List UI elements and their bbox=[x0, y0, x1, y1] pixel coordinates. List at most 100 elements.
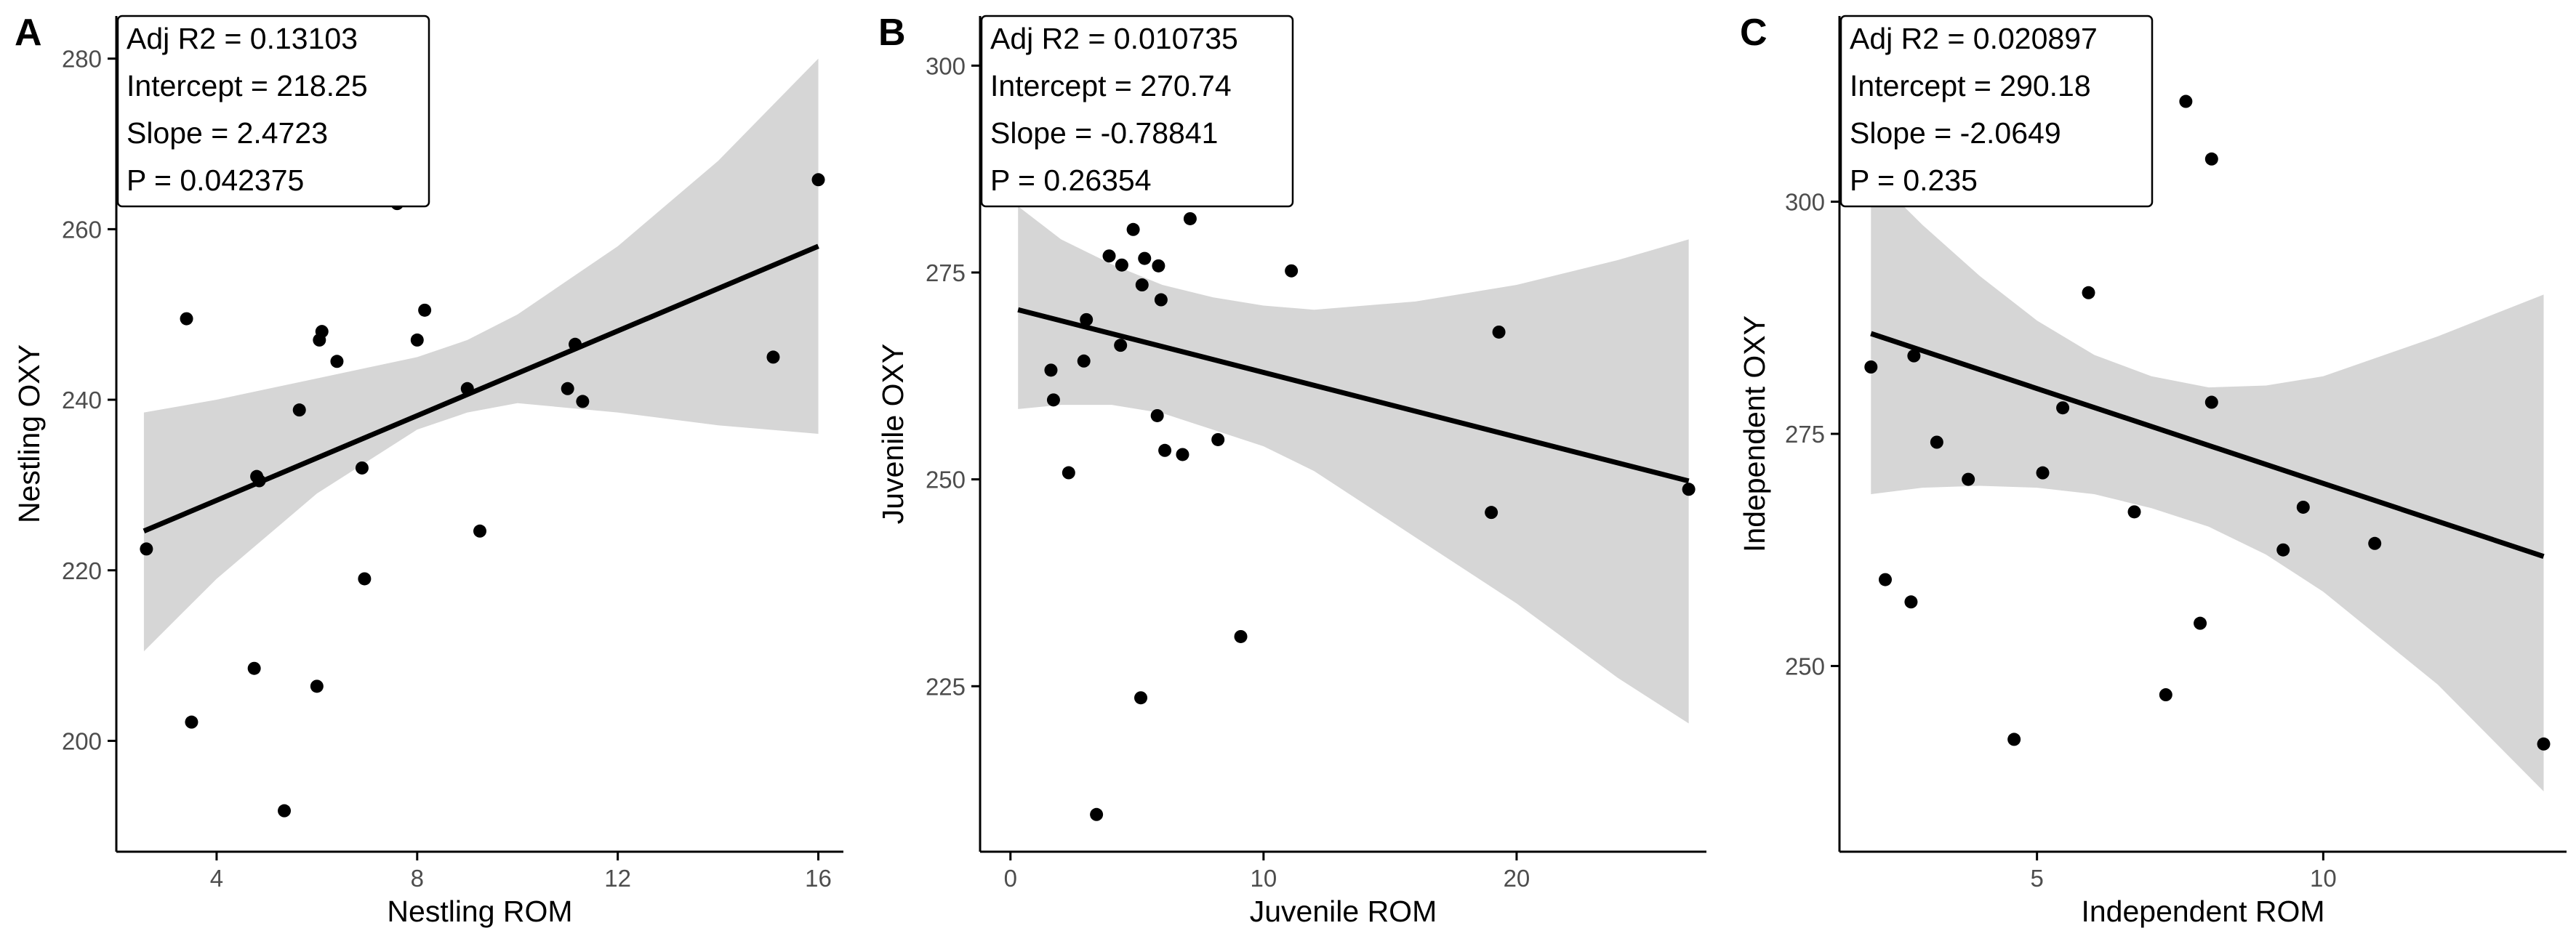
y-axis-title: Nestling OXY bbox=[12, 344, 46, 523]
stats-box bbox=[1839, 15, 2154, 208]
data-point bbox=[140, 542, 153, 556]
stats-line: P = 0.26354 bbox=[990, 164, 1152, 197]
stats-box bbox=[116, 15, 430, 208]
y-tick-label: 280 bbox=[62, 46, 102, 73]
data-point bbox=[811, 173, 825, 187]
x-tick-label: 12 bbox=[604, 865, 631, 892]
y-tick-label: 275 bbox=[1785, 421, 1825, 448]
x-tick-label: 0 bbox=[1004, 865, 1017, 892]
data-point bbox=[2159, 688, 2172, 702]
data-point bbox=[1176, 448, 1189, 461]
confidence-band bbox=[143, 58, 819, 652]
data-point bbox=[1183, 211, 1197, 225]
data-point bbox=[473, 524, 486, 538]
data-point bbox=[1102, 249, 1116, 263]
data-point bbox=[355, 461, 369, 475]
data-point bbox=[1115, 258, 1128, 272]
x-tick-label: 8 bbox=[411, 865, 424, 892]
stats-line: Slope = -0.78841 bbox=[990, 116, 1218, 150]
stats-line: Slope = -2.0649 bbox=[1850, 116, 2061, 150]
y-tick-label: 240 bbox=[62, 387, 102, 413]
data-point bbox=[1080, 312, 1094, 326]
stats-line: Adj R2 = 0.13103 bbox=[127, 22, 358, 55]
data-point bbox=[1046, 393, 1060, 407]
data-point bbox=[1907, 349, 1921, 363]
data-point bbox=[418, 303, 432, 317]
data-point bbox=[1930, 435, 1943, 449]
y-tick-label: 220 bbox=[62, 557, 102, 584]
panel-a: 4 8 12 16 200 220 240 260 280 Nestling ROM Nestlin… bbox=[12, 12, 843, 928]
y-tick-label: 200 bbox=[62, 727, 102, 754]
data-point bbox=[1134, 691, 1148, 705]
data-point bbox=[2179, 94, 2193, 108]
data-point bbox=[1878, 573, 1892, 586]
x-tick-label: 10 bbox=[1250, 865, 1277, 892]
data-point bbox=[561, 382, 574, 395]
data-point bbox=[1904, 595, 1918, 609]
x-tick-label: 10 bbox=[2310, 865, 2337, 892]
data-point bbox=[2204, 395, 2218, 409]
x-axis-title: Independent ROM bbox=[2081, 895, 2324, 928]
data-point bbox=[576, 395, 590, 408]
stats-line: Intercept = 270.74 bbox=[990, 69, 1232, 102]
panel-letter: B bbox=[878, 12, 906, 54]
data-point bbox=[292, 403, 306, 417]
stats-box bbox=[980, 15, 1294, 208]
y-tick-label: 300 bbox=[1785, 189, 1825, 216]
data-point bbox=[410, 333, 424, 347]
data-point bbox=[185, 715, 198, 729]
y-tick-label: 300 bbox=[926, 52, 966, 79]
data-point bbox=[1152, 259, 1165, 273]
confidence-band bbox=[1018, 206, 1689, 724]
data-point bbox=[766, 350, 780, 364]
data-point bbox=[1138, 251, 1152, 265]
data-point bbox=[2082, 286, 2095, 299]
x-axis-title: Nestling ROM bbox=[387, 895, 572, 928]
data-point bbox=[1044, 363, 1058, 377]
data-point bbox=[278, 804, 292, 818]
y-tick-label: 250 bbox=[1785, 653, 1825, 679]
data-point bbox=[330, 355, 344, 368]
data-point bbox=[1150, 408, 1164, 422]
x-tick-label: 20 bbox=[1504, 865, 1530, 892]
data-point bbox=[1090, 807, 1104, 821]
data-point bbox=[1114, 339, 1128, 352]
regression-line bbox=[1017, 307, 1690, 484]
stats-line: Slope = 2.4723 bbox=[127, 116, 328, 150]
regression-line bbox=[1870, 331, 2545, 559]
x-tick-label: 4 bbox=[210, 865, 223, 892]
data-point bbox=[1485, 506, 1498, 520]
data-point bbox=[1062, 466, 1075, 480]
regression-line bbox=[143, 243, 819, 533]
x-tick-label: 16 bbox=[805, 865, 832, 892]
data-point bbox=[1135, 278, 1149, 292]
data-point bbox=[2056, 401, 2070, 415]
data-point bbox=[1864, 360, 1878, 374]
stats-line: Adj R2 = 0.020897 bbox=[1850, 22, 2098, 55]
data-point bbox=[2007, 733, 2021, 746]
data-point bbox=[2537, 737, 2551, 751]
data-point bbox=[1211, 432, 1225, 446]
data-point bbox=[358, 572, 372, 586]
data-point bbox=[2276, 543, 2290, 557]
x-axis-title: Juvenile ROM bbox=[1250, 895, 1437, 928]
data-point bbox=[315, 325, 329, 339]
data-point bbox=[2368, 536, 2382, 550]
data-point bbox=[1285, 264, 1299, 278]
stats-line: P = 0.235 bbox=[1850, 164, 1978, 197]
data-point bbox=[1126, 222, 1140, 236]
stats-line: Intercept = 218.25 bbox=[127, 69, 368, 102]
y-axis-title: Independent OXY bbox=[1738, 315, 1771, 552]
data-point bbox=[180, 312, 193, 326]
y-tick-label: 250 bbox=[926, 467, 966, 493]
data-point bbox=[1234, 629, 1248, 643]
data-point bbox=[310, 679, 324, 693]
data-point bbox=[2296, 500, 2310, 514]
data-point bbox=[1158, 443, 1172, 457]
x-tick-label: 5 bbox=[2030, 865, 2043, 892]
panel-c: 5 10 250 275 300 Independent ROM Independent O… bbox=[1738, 12, 2567, 928]
y-axis-title: Juvenile OXY bbox=[876, 344, 910, 524]
data-point bbox=[2127, 505, 2141, 519]
data-point bbox=[1682, 483, 1696, 496]
